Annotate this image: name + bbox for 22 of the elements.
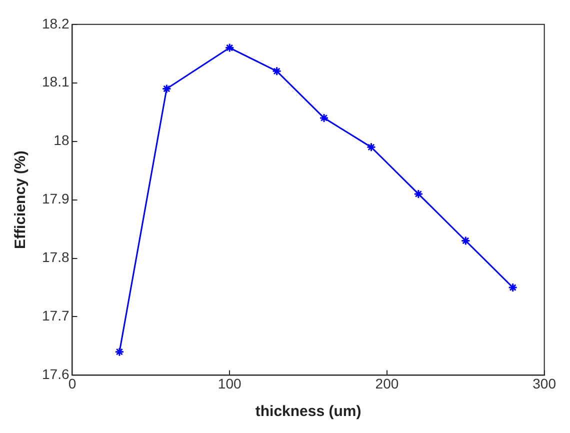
point bbox=[414, 189, 424, 199]
point bbox=[224, 43, 234, 53]
y-axis-title: Efficiency (%) bbox=[12, 150, 30, 249]
x-tick-label: 300 bbox=[532, 375, 556, 392]
y-tick-label: 17.9 bbox=[42, 190, 70, 207]
y-tick-label: 17.6 bbox=[42, 366, 70, 382]
point bbox=[366, 142, 376, 152]
point bbox=[460, 236, 470, 246]
x-tick-label: 0 bbox=[68, 375, 76, 392]
y-tick-label: 18.1 bbox=[42, 74, 70, 90]
point bbox=[319, 113, 329, 123]
point bbox=[162, 84, 172, 94]
y-tick-label: 17.8 bbox=[42, 249, 70, 266]
y-tick-label: 17.7 bbox=[42, 308, 70, 324]
point bbox=[508, 282, 518, 292]
x-tick-label: 100 bbox=[218, 375, 242, 392]
x-tick-label: 200 bbox=[375, 375, 399, 392]
point bbox=[272, 66, 282, 76]
x-axis-title: thickness (um) bbox=[255, 403, 362, 420]
y-tick-label: 18 bbox=[54, 132, 70, 148]
point bbox=[114, 347, 124, 357]
y-tick-label: 18.2 bbox=[42, 15, 70, 32]
